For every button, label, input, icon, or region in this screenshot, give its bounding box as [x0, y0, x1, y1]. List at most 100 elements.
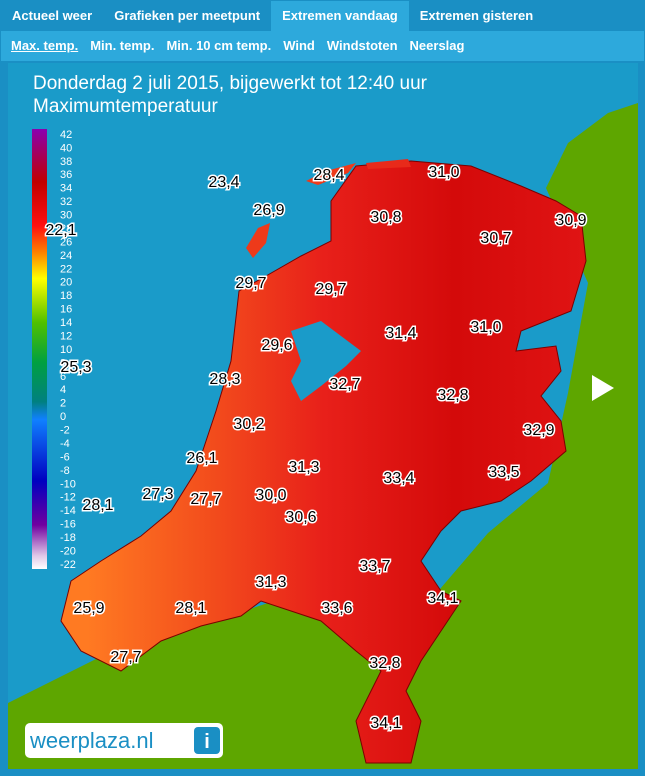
legend-tick-label: 18 — [60, 290, 72, 302]
station-value: 33,6 — [321, 600, 352, 617]
station-value: 31,3 — [288, 459, 319, 476]
subtab[interactable]: Min. 10 cm temp. — [166, 38, 272, 53]
tab[interactable]: Grafieken per meetpunt — [114, 8, 261, 23]
station-value: 27,7 — [110, 649, 141, 666]
station-value: 28,3 — [209, 371, 240, 388]
legend-tick-label: 10 — [60, 344, 72, 356]
legend-bar — [32, 129, 47, 569]
logo-icon — [194, 727, 220, 754]
station-value: 34,1 — [370, 715, 401, 732]
legend-tick-label: -16 — [60, 519, 76, 531]
station-value: 25,3 — [60, 359, 91, 376]
legend-tick-label: 30 — [60, 210, 72, 222]
legend-tick-label: -6 — [60, 451, 70, 463]
lake — [291, 321, 361, 401]
legend: 424038363432302826242220181614121086420-… — [60, 129, 76, 571]
legend-tick-label: 14 — [60, 317, 72, 329]
legend-tick-label: -14 — [60, 505, 76, 517]
legend-tick-label: 0 — [60, 411, 66, 423]
island — [306, 163, 356, 185]
play-button[interactable] — [592, 375, 614, 401]
station-value: 33,7 — [359, 558, 390, 575]
subtab[interactable]: Min. temp. — [90, 38, 155, 53]
legend-tick-label: 34 — [60, 183, 72, 195]
legend-tick-label: 12 — [60, 330, 72, 342]
station-value: 23,4 — [208, 174, 239, 191]
legend-tick-label: 8 — [60, 357, 66, 369]
station-value: 32,7 — [329, 376, 360, 393]
tab-bar: Actueel weer Grafieken per meetpunt Extrem… — [1, 1, 644, 31]
legend-tick-label: -22 — [60, 559, 76, 571]
station-value: 34,1 — [427, 590, 458, 607]
legend-tick-label: 20 — [60, 277, 72, 289]
station-value: 29,7 — [315, 281, 346, 298]
station-value: 33,5 — [488, 464, 519, 481]
legend-tick-label: 16 — [60, 304, 72, 316]
netherlands — [60, 160, 587, 764]
map: 424038363432302826242220181614121086420-… — [8, 63, 638, 769]
legend-tick-label: -10 — [60, 478, 76, 490]
station-value: 26,1 — [186, 450, 217, 467]
station-value: 29,7 — [235, 275, 266, 292]
legend-tick-label: 38 — [60, 156, 72, 168]
station-value: 32,8 — [437, 387, 468, 404]
legend-tick-label: 40 — [60, 142, 72, 154]
station-value: 27,7 — [190, 491, 221, 508]
legend-tick-label: 4 — [60, 384, 66, 396]
legend-tick-label: 42 — [60, 129, 72, 141]
subtab-bar: Max. temp. Min. temp. Min. 10 cm temp. Wind… — [1, 31, 644, 61]
legend-tick-label: -8 — [60, 465, 70, 477]
station-value: 30,8 — [370, 209, 401, 226]
tab[interactable]: Extremen gisteren — [419, 8, 534, 23]
station-value: 29,6 — [261, 337, 292, 354]
logo[interactable]: weerplaza.nl — [29, 728, 154, 753]
legend-tick-label: -4 — [60, 438, 70, 450]
station-value: 30,7 — [480, 230, 511, 247]
station-value: 26,9 — [253, 202, 284, 219]
subtab[interactable]: Windstoten — [326, 38, 398, 53]
station-value: 27,3 — [142, 486, 173, 503]
station-value: 31,3 — [255, 574, 286, 591]
station-value: 32,9 — [523, 422, 554, 439]
land — [8, 103, 638, 769]
tab[interactable]: Extremen vandaag — [271, 1, 409, 31]
legend-tick-label: 24 — [60, 250, 72, 262]
logo-box[interactable] — [25, 723, 223, 758]
legend-tick-label: -2 — [60, 425, 70, 437]
station-value: 25,9 — [73, 600, 104, 617]
legend-tick-label: 6 — [60, 371, 66, 383]
tab[interactable]: Actueel weer — [12, 8, 93, 23]
station-value: 31,0 — [470, 319, 501, 336]
legend-tick-label: 22 — [60, 263, 72, 275]
station-value: 28,1 — [175, 600, 206, 617]
island — [246, 223, 270, 258]
title: Donderdag 2 juli 2015, bijgewerkt tot 12… — [33, 73, 428, 94]
legend-tick-label: 28 — [60, 223, 72, 235]
subtitle: Maximumtemperatuur — [33, 96, 218, 117]
station-value: 33,4 — [383, 470, 414, 487]
legend-tick-label: -12 — [60, 492, 76, 504]
stations: 23,4 28,4 31,0 26,9 30,8 30,9 22,1 30,7 29,7 29,7… — [44, 163, 588, 734]
station-value: 28,4 — [313, 167, 344, 184]
station-value: 31,4 — [385, 325, 416, 342]
station-value: 28,1 — [82, 497, 113, 514]
logo-icon-letter: i — [204, 731, 210, 753]
station-value: 22,1 — [45, 222, 76, 239]
legend-tick-label: 36 — [60, 169, 72, 181]
legend-tick-label: 26 — [60, 236, 72, 248]
station-value: 30,0 — [255, 487, 286, 504]
legend-tick-label: 32 — [60, 196, 72, 208]
legend-tick-label: -20 — [60, 545, 76, 557]
station-value: 30,2 — [233, 416, 264, 433]
station-value: 30,6 — [285, 509, 316, 526]
island — [366, 159, 411, 169]
legend-tick-label: -18 — [60, 532, 76, 544]
subtab[interactable]: Wind — [283, 38, 315, 53]
station-value: 31,0 — [428, 164, 459, 181]
subtab[interactable]: Neerslag — [409, 38, 465, 53]
station-value: 32,8 — [369, 655, 400, 672]
subtab[interactable]: Max. temp. — [11, 38, 79, 53]
legend-tick-label: 2 — [60, 398, 66, 410]
